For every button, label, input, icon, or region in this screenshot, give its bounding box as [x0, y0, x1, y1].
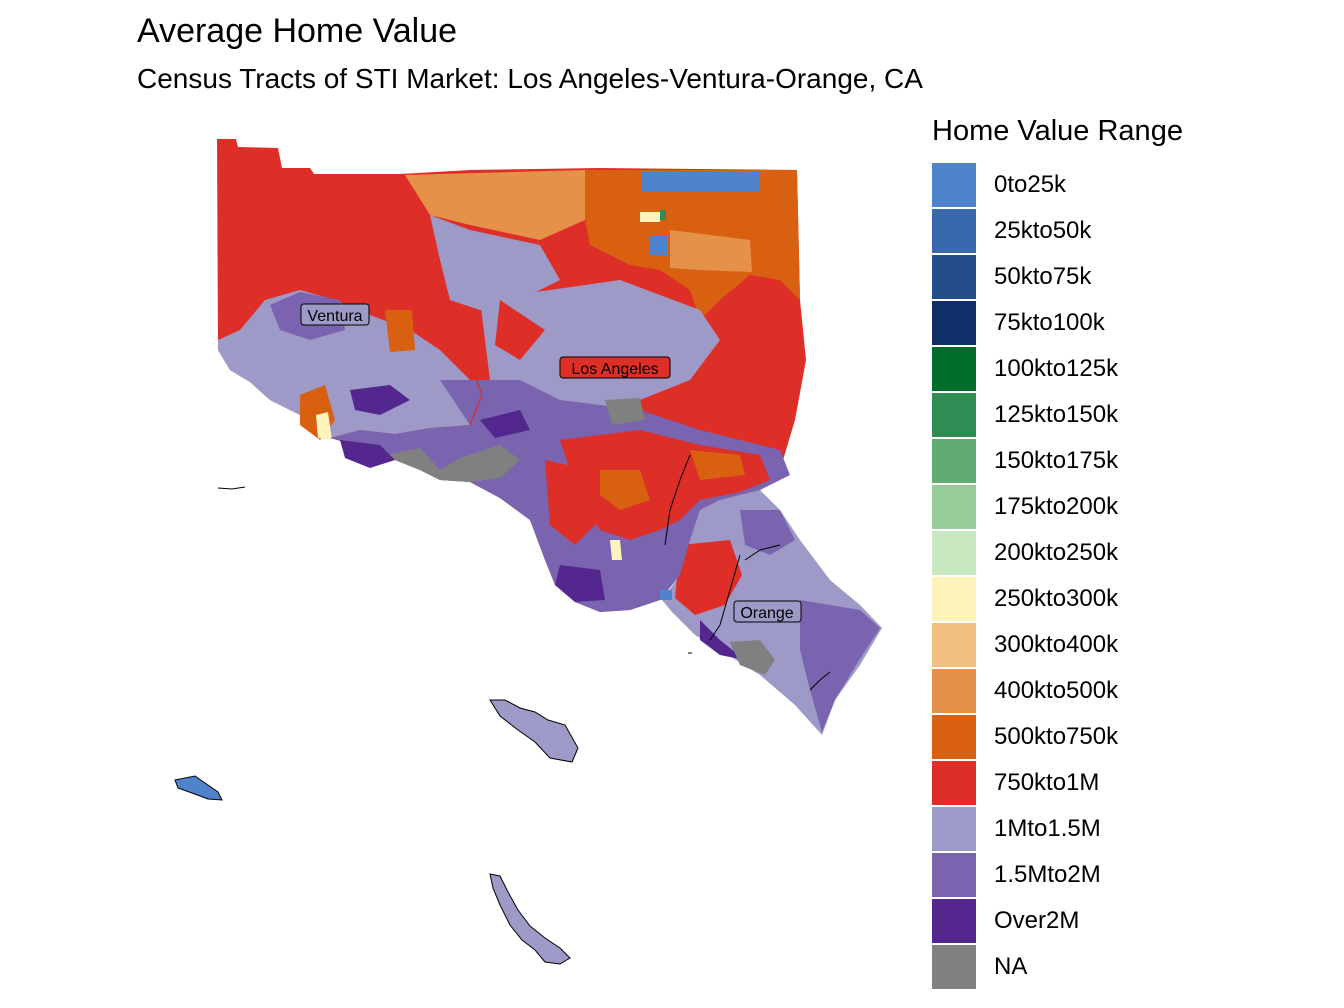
legend-label: 750kto1M — [994, 769, 1100, 796]
legend-swatch — [932, 163, 976, 207]
legend-swatch — [932, 393, 976, 437]
legend-label: 25kto50k — [994, 217, 1092, 244]
san-clemente-island — [489, 873, 571, 965]
legend-swatch — [932, 485, 976, 529]
ventura-label: Ventura — [300, 303, 370, 326]
los-angeles-label: Los Angeles — [559, 356, 671, 379]
legend-swatch — [932, 347, 976, 391]
legend-swatch — [932, 255, 976, 299]
legend-label: 400kto500k — [994, 677, 1119, 704]
legend-label: 250kto300k — [994, 585, 1119, 612]
choropleth-map: Ventura Los Angeles Orange — [174, 139, 882, 965]
legend-item: 1.5Mto2M — [932, 852, 1252, 898]
legend-item: 250kto300k — [932, 576, 1252, 622]
legend-item: 150kto175k — [932, 438, 1252, 484]
legend-swatch — [932, 715, 976, 759]
legend-label: Over2M — [994, 907, 1080, 934]
ventura-la-boundary — [399, 173, 483, 426]
legend-title: Home Value Range — [932, 115, 1183, 147]
legend-item: 125kto150k — [932, 392, 1252, 438]
legend-swatch — [932, 669, 976, 713]
legend-label: 300kto400k — [994, 631, 1119, 658]
legend-item: 400kto500k — [932, 668, 1252, 714]
svg-text:Ventura: Ventura — [307, 308, 362, 325]
legend-item: 200kto250k — [932, 530, 1252, 576]
anacapa-island — [217, 486, 246, 490]
legend-label: 150kto175k — [994, 447, 1119, 474]
legend-label: 1Mto1.5M — [994, 815, 1101, 842]
legend-item: 500kto750k — [932, 714, 1252, 760]
legend-item: 750kto1M — [932, 760, 1252, 806]
legend-swatch — [932, 623, 976, 667]
legend-label: 1.5Mto2M — [994, 861, 1101, 888]
legend-label: 50kto75k — [994, 263, 1092, 290]
legend-label: 125kto150k — [994, 401, 1119, 428]
orange-label: Orange — [733, 600, 802, 623]
legend-item: 300kto400k — [932, 622, 1252, 668]
legend-label: NA — [994, 953, 1028, 980]
svg-text:Orange: Orange — [740, 605, 793, 622]
legend-swatch — [932, 945, 976, 989]
legend-label: 500kto750k — [994, 723, 1119, 750]
legend-label: 0to25k — [994, 171, 1067, 198]
chart-subtitle: Census Tracts of STI Market: Los Angeles… — [137, 63, 923, 94]
legend-label: 200kto250k — [994, 539, 1119, 566]
legend-item: 0to25k — [932, 162, 1252, 208]
legend-swatch — [932, 577, 976, 621]
legend-item: 175kto200k — [932, 484, 1252, 530]
legend-label: 100kto125k — [994, 355, 1119, 382]
legend-item: 1Mto1.5M — [932, 806, 1252, 852]
legend-item: 25kto50k — [932, 208, 1252, 254]
santa-catalina-island — [489, 699, 579, 763]
legend-swatch — [932, 301, 976, 345]
santa-cruz-island — [174, 775, 223, 801]
legend-swatch — [932, 761, 976, 805]
legend-swatch — [932, 439, 976, 483]
legend-item: 75kto100k — [932, 300, 1252, 346]
legend-swatch — [932, 531, 976, 575]
legend-swatch — [932, 209, 976, 253]
legend-item: 50kto75k — [932, 254, 1252, 300]
svg-text:Los Angeles: Los Angeles — [571, 361, 658, 378]
legend-item: 100kto125k — [932, 346, 1252, 392]
legend-label: 75kto100k — [994, 309, 1105, 336]
legend-item: Over2M — [932, 898, 1252, 944]
legend-swatch — [932, 899, 976, 943]
legend-swatch — [932, 807, 976, 851]
legend-label: 175kto200k — [994, 493, 1119, 520]
legend-item: NA — [932, 944, 1252, 990]
legend-swatch — [932, 853, 976, 897]
chart-title: Average Home Value — [137, 12, 458, 50]
